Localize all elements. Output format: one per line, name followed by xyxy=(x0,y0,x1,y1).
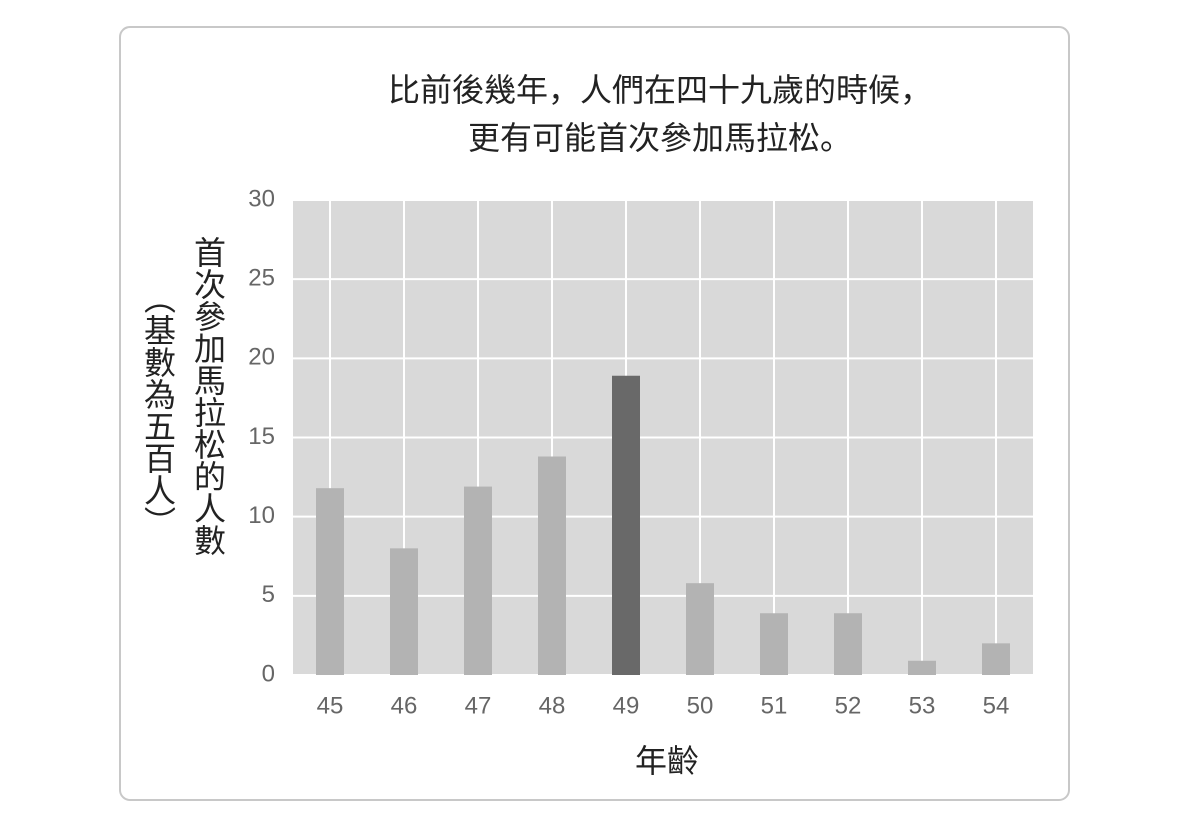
x-tick-label: 47 xyxy=(465,692,492,719)
x-tick-label: 46 xyxy=(391,692,418,719)
x-tick-label: 52 xyxy=(835,692,862,719)
bar xyxy=(390,548,418,675)
y-tick-label: 30 xyxy=(248,185,275,212)
bar xyxy=(316,488,344,675)
bar xyxy=(760,613,788,675)
x-tick-label: 49 xyxy=(613,692,640,719)
chart-title: 更有可能首次參加馬拉松。 xyxy=(468,119,852,157)
bar xyxy=(834,613,862,675)
y-tick-label: 15 xyxy=(248,423,275,450)
x-tick-label: 45 xyxy=(317,692,344,719)
y-axis-label: 首次參加馬拉松的人數 xyxy=(189,236,227,556)
bar xyxy=(612,375,640,675)
y-tick-label: 25 xyxy=(248,265,275,292)
x-axis-label: 年齡 xyxy=(635,742,699,780)
x-tick-label: 48 xyxy=(539,692,566,719)
y-axis-label: （基數為五百人） xyxy=(139,282,177,538)
bar xyxy=(982,643,1010,675)
chart-title: 比前後幾年，人們在四十九歲的時候， xyxy=(388,71,932,109)
x-tick-label: 53 xyxy=(909,692,936,719)
y-tick-label: 10 xyxy=(248,502,275,529)
bar xyxy=(908,660,936,675)
bar xyxy=(538,456,566,675)
bar xyxy=(686,583,714,675)
y-tick-label: 20 xyxy=(248,344,275,371)
x-tick-label: 51 xyxy=(761,692,788,719)
bar xyxy=(464,486,492,675)
x-tick-label: 50 xyxy=(687,692,714,719)
x-tick-label: 54 xyxy=(983,692,1010,719)
y-tick-label: 0 xyxy=(262,660,275,687)
y-tick-label: 5 xyxy=(262,581,275,608)
